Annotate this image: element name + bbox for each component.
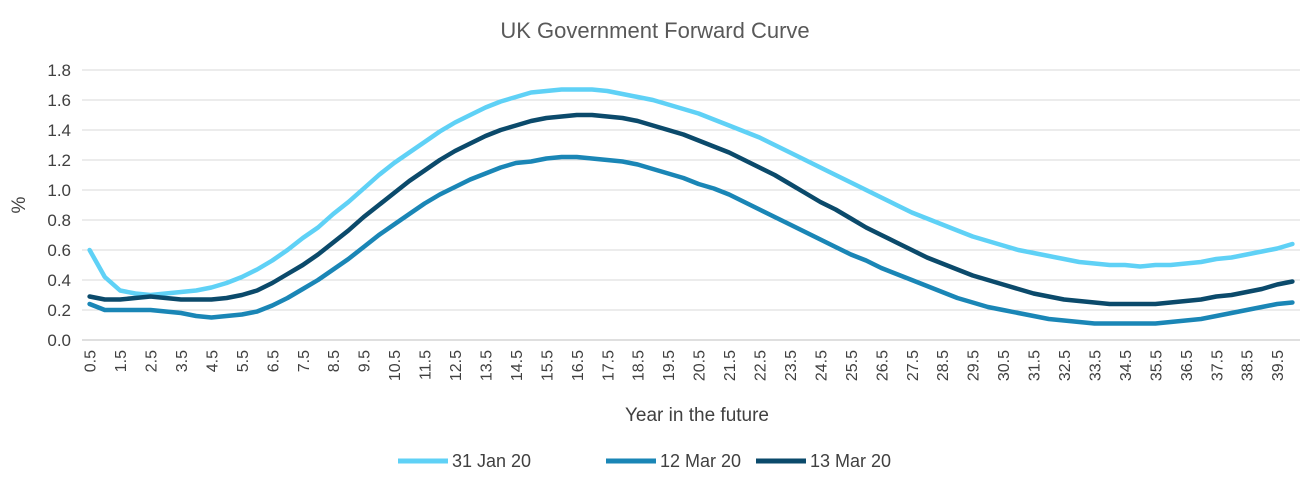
x-tick-label: 2.5	[144, 350, 161, 372]
x-tick-label: 8.5	[326, 350, 343, 372]
y-tick-label: 0.4	[47, 271, 71, 290]
x-tick-label: 11.5	[418, 350, 435, 380]
x-tick-label: 17.5	[600, 350, 617, 381]
x-tick-label: 1.5	[113, 350, 130, 372]
x-tick-label: 13.5	[478, 350, 495, 381]
legend-label: 13 Mar 20	[810, 451, 891, 471]
x-tick-label: 29.5	[966, 350, 983, 381]
x-tick-label: 10.5	[387, 350, 404, 381]
x-tick-label: 4.5	[204, 350, 221, 372]
x-axis-label: Year in the future	[625, 405, 769, 426]
x-tick-label: 7.5	[296, 350, 313, 372]
y-axis-ticks: 0.0 0.2 0.4 0.6 0.8 1.0 1.2 1.4 1.6 1.8	[47, 61, 71, 350]
y-tick-label: 0.0	[47, 331, 71, 350]
series-line-31-jan-20	[87, 87, 1295, 298]
x-tick-label: 37.5	[1209, 350, 1226, 381]
x-tick-label: 15.5	[539, 350, 556, 381]
y-tick-label: 1.8	[47, 61, 71, 80]
x-tick-label: 5.5	[235, 350, 252, 372]
x-tick-label: 33.5	[1087, 350, 1104, 381]
y-tick-label: 1.6	[47, 91, 71, 110]
y-tick-label: 0.8	[47, 211, 71, 230]
x-tick-label: 6.5	[265, 350, 282, 372]
y-tick-label: 0.6	[47, 241, 71, 260]
x-tick-label: 35.5	[1148, 350, 1165, 381]
y-axis-label: %	[9, 196, 30, 213]
legend-label: 31 Jan 20	[452, 451, 531, 471]
y-tick-label: 0.2	[47, 301, 71, 320]
chart-title: UK Government Forward Curve	[500, 18, 809, 43]
x-tick-label: 36.5	[1179, 350, 1196, 381]
series-line-12-mar-20	[87, 154, 1295, 326]
x-tick-label: 16.5	[570, 350, 587, 381]
x-tick-label: 32.5	[1057, 350, 1074, 381]
x-tick-label: 12.5	[448, 350, 465, 381]
x-tick-label: 39.5	[1270, 350, 1287, 381]
x-tick-label: 27.5	[905, 350, 922, 381]
x-tick-label: 30.5	[996, 350, 1013, 381]
x-tick-label: 20.5	[692, 350, 709, 381]
x-axis-ticks: 0.5 1.5 2.5 3.5 4.5 5.5 6.5 7.5 8.5 9.5 10.5 11.5 12…	[83, 350, 1288, 381]
y-tick-label: 1.4	[47, 121, 71, 140]
x-tick-label: 26.5	[874, 350, 891, 381]
x-tick-label: 28.5	[935, 350, 952, 381]
legend: 31 Jan 20 12 Mar 20 13 Mar 20	[398, 451, 891, 471]
x-tick-label: 14.5	[509, 350, 526, 381]
x-tick-label: 19.5	[661, 350, 678, 381]
series-lines	[87, 87, 1295, 326]
x-tick-label: 38.5	[1240, 350, 1257, 381]
y-tick-label: 1.2	[47, 151, 71, 170]
x-tick-label: 24.5	[813, 350, 830, 381]
x-tick-label: 0.5	[83, 350, 100, 372]
x-tick-label: 34.5	[1118, 350, 1135, 381]
x-tick-label: 23.5	[783, 350, 800, 381]
legend-label: 12 Mar 20	[660, 451, 741, 471]
x-tick-label: 25.5	[844, 350, 861, 381]
x-tick-label: 3.5	[174, 350, 191, 372]
x-tick-label: 21.5	[722, 350, 739, 381]
x-tick-label: 9.5	[357, 350, 374, 372]
y-tick-label: 1.0	[47, 181, 71, 200]
series-line-13-mar-20	[87, 112, 1295, 307]
x-tick-label: 22.5	[753, 350, 770, 381]
x-tick-label: 31.5	[1027, 350, 1044, 381]
x-tick-label: 18.5	[631, 350, 648, 381]
